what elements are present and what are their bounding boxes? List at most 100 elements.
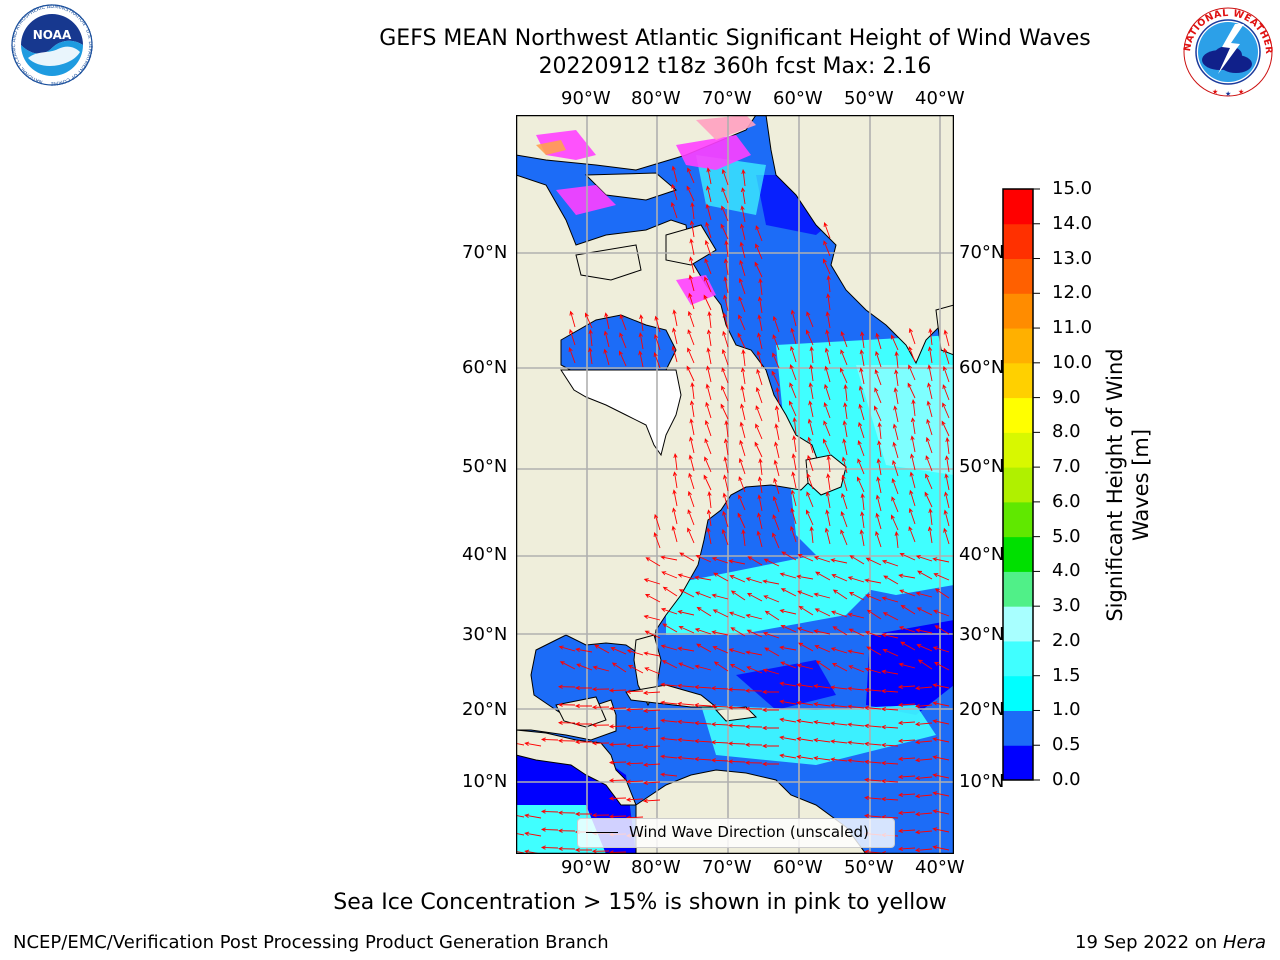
wave-direction-arrow — [932, 737, 950, 743]
colorbar-segment — [1003, 362, 1033, 399]
wave-direction-arrow — [756, 368, 763, 386]
wave-direction-arrow — [840, 529, 848, 546]
wave-direction-arrow — [524, 813, 542, 819]
wave-direction-arrow — [747, 593, 763, 602]
wave-direction-arrow — [744, 724, 763, 729]
wave-direction-arrow — [907, 382, 916, 399]
wave-direction-arrow — [779, 753, 797, 759]
wave-direction-arrow — [792, 435, 797, 453]
colorbar-tick-label: 2.0 — [1052, 629, 1081, 651]
wave-direction-arrow — [857, 458, 865, 475]
wave-direction-arrow — [619, 314, 627, 331]
wave-direction-arrow — [832, 626, 848, 636]
wave-direction-arrow — [689, 436, 695, 454]
wave-direction-arrow — [899, 552, 916, 561]
sea-ice-note: Sea Ice Concentration > 15% is shown in … — [333, 890, 947, 915]
wave-direction-arrow — [813, 592, 831, 599]
wave-direction-arrow — [790, 489, 797, 507]
wave-direction-arrow — [642, 690, 661, 696]
wave-direction-arrow — [575, 647, 593, 653]
wave-direction-arrow — [746, 629, 763, 638]
wave-direction-arrow — [739, 259, 746, 277]
wave-direction-arrow — [524, 741, 542, 747]
wave-direction-arrow — [662, 586, 678, 597]
wave-direction-arrow — [932, 809, 950, 815]
wave-direction-arrow — [557, 810, 576, 815]
wave-direction-arrow — [892, 423, 899, 441]
wave-direction-arrow — [704, 239, 712, 257]
wave-direction-arrow — [763, 558, 780, 567]
wave-direction-arrow — [822, 258, 831, 275]
wave-direction-arrow — [706, 329, 712, 347]
wave-direction-arrow — [720, 403, 729, 420]
wave-direction-arrow — [713, 572, 729, 582]
wave-direction-arrow — [690, 202, 695, 220]
wave-direction-arrow — [689, 400, 695, 418]
wave-direction-arrow — [825, 329, 831, 347]
wave-direction-arrow — [591, 741, 610, 746]
wave-direction-arrow — [642, 708, 661, 714]
svg-text:★: ★ — [1238, 88, 1244, 96]
wave-direction-arrow — [891, 496, 899, 513]
wave-direction-arrow — [840, 349, 848, 366]
wave-direction-arrow — [764, 647, 780, 657]
wave-direction-arrow — [824, 347, 831, 365]
wave-direction-arrow — [806, 311, 814, 328]
wave-direction-arrow — [677, 755, 695, 761]
wave-direction-arrow — [706, 527, 712, 545]
wave-direction-arrow — [881, 559, 899, 567]
wave-direction-arrow — [860, 493, 865, 511]
wave-direction-arrow — [693, 684, 712, 690]
lat-label-left: 70°N — [462, 242, 508, 263]
wave-direction-arrow — [932, 719, 950, 725]
wave-direction-arrow — [704, 276, 712, 293]
wave-direction-arrow — [775, 387, 780, 405]
wave-direction-arrow — [706, 509, 712, 527]
wave-direction-arrow — [882, 648, 899, 657]
wave-direction-arrow — [744, 760, 763, 765]
wave-direction-arrow — [932, 701, 950, 707]
wave-direction-arrow — [754, 261, 763, 278]
wave-direction-arrow — [710, 686, 729, 691]
wave-direction-arrow — [654, 333, 661, 351]
wave-direction-arrow — [727, 687, 746, 692]
wave-direction-arrow — [843, 384, 848, 402]
wave-direction-arrow — [762, 668, 780, 675]
colorbar-segment — [1003, 710, 1033, 746]
wave-direction-arrow — [796, 754, 814, 760]
colorbar-segment — [1003, 258, 1033, 294]
wave-direction-arrow — [830, 721, 848, 726]
wave-direction-arrow — [824, 527, 831, 545]
wave-direction-arrow — [741, 349, 746, 367]
wave-direction-arrow — [942, 402, 950, 419]
wave-direction-arrow — [588, 329, 593, 347]
wave-direction-arrow — [791, 471, 797, 489]
wave-direction-arrow — [755, 386, 763, 404]
colorbar-segment — [1003, 189, 1033, 225]
wave-direction-arrow — [934, 588, 950, 599]
wave-direction-arrow — [660, 682, 678, 687]
wave-direction-arrow — [558, 645, 576, 652]
lat-label-right: 10°N — [959, 771, 1005, 792]
wave-direction-arrow — [693, 720, 712, 726]
wave-direction-arrow — [740, 223, 746, 241]
wave-direction-arrow — [712, 609, 729, 618]
wave-direction-arrow — [625, 761, 644, 766]
wave-direction-arrow — [603, 348, 610, 366]
wave-direction-arrow — [791, 453, 797, 471]
wave-direction-arrow — [645, 594, 661, 603]
wave-direction-arrow — [643, 614, 661, 621]
wave-direction-arrow — [619, 332, 627, 349]
wave-direction-arrow — [897, 720, 916, 726]
wave-direction-arrow — [761, 725, 779, 731]
footer-credit: NCEP/EMC/Verification Post Processing Pr… — [13, 932, 609, 953]
wave-direction-arrow — [774, 441, 780, 459]
wave-direction-arrow — [847, 576, 865, 583]
lon-label-top: 90°W — [561, 88, 611, 109]
wave-direction-arrow — [897, 828, 916, 834]
wave-direction-arrow — [859, 529, 865, 547]
wave-direction-arrow — [712, 646, 729, 654]
wave-direction-arrow — [559, 661, 576, 670]
wave-direction-arrow — [796, 718, 814, 724]
wave-direction-arrow — [707, 311, 712, 329]
